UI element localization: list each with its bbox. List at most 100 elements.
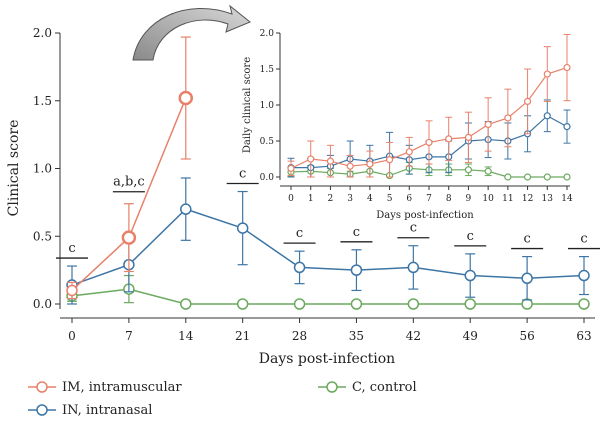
data-point <box>293 298 306 310</box>
inset-y-tick-label: 1.0 <box>260 101 275 111</box>
inset-data-point <box>287 164 295 172</box>
inset-x-tick-label: 6 <box>406 194 412 204</box>
data-point <box>407 261 420 274</box>
data-point <box>578 269 590 282</box>
data-point <box>180 298 192 310</box>
inset-data-point <box>425 138 433 147</box>
x-tick-label: 63 <box>576 329 591 343</box>
significance-label: c <box>239 167 246 182</box>
inset-data-point <box>385 156 394 164</box>
series-line-1 <box>71 208 585 286</box>
inset-data-point <box>484 120 492 129</box>
inset-x-tick-label: 0 <box>288 194 294 204</box>
significance-label: c <box>353 225 360 240</box>
y-tick-label: 0.0 <box>33 297 52 311</box>
x-tick-label: 56 <box>519 329 534 343</box>
inset-y-tick-label: 0.5 <box>260 137 275 147</box>
inset-data-point <box>504 114 512 122</box>
inset-x-axis-label: Days post-infection <box>376 210 474 221</box>
inset-data-point <box>563 63 571 72</box>
inset-data-point <box>543 70 551 78</box>
inset-data-point <box>543 112 551 120</box>
data-point <box>464 269 476 282</box>
inset-x-tick-label: 7 <box>426 194 432 204</box>
inset-x-tick-label: 14 <box>561 194 573 204</box>
legend-label: IN, intranasal <box>62 403 152 418</box>
x-tick-label: 7 <box>125 329 133 343</box>
inset-data-point <box>326 157 335 165</box>
inset-x-tick-label: 5 <box>387 194 393 204</box>
inset-data-point <box>543 173 551 181</box>
significance-label: c <box>68 241 75 256</box>
inset-data-point <box>563 122 571 131</box>
data-point <box>178 90 194 106</box>
x-tick-label: 28 <box>292 329 307 343</box>
x-tick-label: 0 <box>68 329 76 343</box>
inset-y-axis-label: Daily clinical score <box>242 57 253 153</box>
inset-x-tick-label: 4 <box>367 194 373 204</box>
inset-x-tick-label: 3 <box>347 194 353 204</box>
inset-x-tick-label: 11 <box>502 194 513 204</box>
y-tick-label: 1.5 <box>33 94 52 108</box>
inset-data-point <box>504 173 512 181</box>
inset-y-tick-label: 0.0 <box>260 173 275 183</box>
series-line-2 <box>71 288 584 305</box>
inset-data-point <box>445 135 453 143</box>
inset-data-point <box>523 97 532 106</box>
x-tick-label: 14 <box>178 329 194 343</box>
x-axis-label: Days post-infection <box>259 351 395 367</box>
legend-swatch-marker <box>326 381 338 393</box>
data-point <box>521 272 533 285</box>
legend: IM, intramuscular IN, intranasal C, contro… <box>28 380 417 418</box>
data-point <box>464 298 476 310</box>
inset-x-tick-label: 2 <box>328 194 334 204</box>
legend-label: IM, intramuscular <box>62 380 182 395</box>
inset-data-point <box>346 162 354 170</box>
y-tick-label: 1.0 <box>33 162 52 176</box>
inset-data-point <box>484 167 492 175</box>
data-point <box>236 298 249 310</box>
y-tick-label: 2.0 <box>33 26 52 40</box>
legend-swatch-marker <box>36 404 48 416</box>
significance-label: c <box>523 232 530 247</box>
inset-data-point <box>405 148 413 156</box>
curved-arrow-icon <box>132 4 251 61</box>
inset-data-point <box>464 166 473 174</box>
inset-data-point <box>563 173 571 181</box>
data-point <box>350 264 363 276</box>
x-tick-label: 49 <box>463 329 478 343</box>
inset-data-point <box>523 173 532 181</box>
significance-label: c <box>467 229 474 244</box>
significance-label: c <box>296 226 303 241</box>
inset-plot: 0.00.51.01.52.00 1 2 3 4 5 6 7 8 9 10 11 12 13 14Days … <box>242 29 573 221</box>
inset-data-point <box>366 160 374 168</box>
inset-x-tick-label: 12 <box>522 194 533 204</box>
data-point <box>180 203 192 215</box>
inset-data-point <box>464 133 473 141</box>
y-tick-label: 0.5 <box>33 229 52 243</box>
inset-y-tick-label: 1.5 <box>260 65 275 75</box>
x-tick-label: 42 <box>406 329 421 343</box>
data-point <box>578 298 590 310</box>
y-axis-label: Clinical score <box>6 120 22 217</box>
data-point <box>66 284 78 297</box>
significance-label: a,b,c <box>113 175 145 190</box>
legend-label: C, control <box>352 380 417 395</box>
inset-y-tick-label: 2.0 <box>260 29 275 39</box>
inset-x-tick-label: 1 <box>308 194 314 204</box>
significance-label: c <box>410 221 417 236</box>
inset-x-tick-label: 10 <box>482 194 494 204</box>
data-point <box>407 298 420 310</box>
data-point <box>236 222 249 234</box>
inset-x-tick-label: 13 <box>542 194 554 204</box>
x-tick-label: 35 <box>349 329 364 343</box>
significance-label: c <box>580 232 587 247</box>
inset-x-tick-label: 8 <box>446 194 452 204</box>
data-point <box>293 261 306 274</box>
legend-swatch-marker <box>36 381 48 393</box>
data-point <box>121 230 137 245</box>
inset-x-tick-label: 9 <box>466 194 472 204</box>
x-tick-label: 21 <box>235 329 250 343</box>
